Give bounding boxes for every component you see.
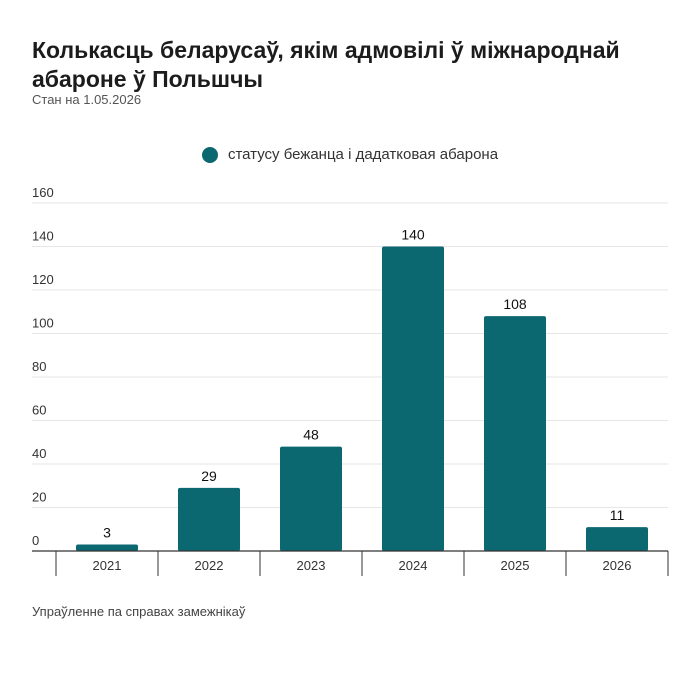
data-label-2021: 3 [103, 524, 111, 540]
legend-swatch [201, 146, 218, 163]
data-labels: 3 29 48 140 108 11 [103, 227, 624, 541]
y-tick-label: 20 [32, 490, 46, 505]
chart-title: Колькасць беларусаў, якім адмовілі ў між… [32, 37, 620, 92]
x-tick-label-2021: 2021 [93, 558, 122, 573]
y-tick-label: 140 [32, 229, 54, 244]
y-tick-label: 100 [32, 316, 54, 331]
y-tick-label: 40 [32, 446, 46, 461]
legend-label: статусу бежанца і дадатковая абарона [227, 146, 499, 163]
bar-2026 [586, 527, 648, 551]
y-tick-label: 80 [32, 359, 46, 374]
bar-2021 [76, 544, 138, 551]
bars [76, 246, 648, 551]
data-label-2026: 11 [610, 507, 625, 523]
x-tick-label-2026: 2026 [603, 558, 632, 573]
chart-subtitle: Стан на 1.05.2026 [32, 92, 142, 107]
x-tick-label-2024: 2024 [399, 558, 428, 573]
data-label-2025: 108 [503, 296, 527, 312]
bar-2022 [178, 487, 240, 551]
source-note: Упраўленне па справах замежнікаў [32, 604, 246, 619]
data-label-2024: 140 [401, 227, 425, 243]
bar-2024 [382, 246, 444, 551]
data-label-2022: 29 [201, 468, 217, 484]
y-tick-label: 0 [32, 533, 39, 548]
x-tick-label-2023: 2023 [297, 558, 326, 573]
x-tick-label-2025: 2025 [501, 558, 530, 573]
x-axis: 2021 2022 2023 2024 2025 2026 [32, 550, 669, 576]
y-tick-label: 120 [32, 272, 54, 287]
y-tick-label: 160 [32, 185, 54, 200]
x-tick-label-2022: 2022 [195, 558, 224, 573]
data-label-2023: 48 [303, 427, 319, 443]
legend: статусу бежанца і дадатковая абарона [0, 146, 700, 163]
gridlines [32, 202, 668, 508]
bar-2025 [484, 316, 546, 551]
y-tick-label: 60 [32, 403, 46, 418]
y-axis-ticks: 0 20 40 60 80 100 120 140 160 [32, 185, 54, 548]
bar-2023 [280, 446, 342, 551]
